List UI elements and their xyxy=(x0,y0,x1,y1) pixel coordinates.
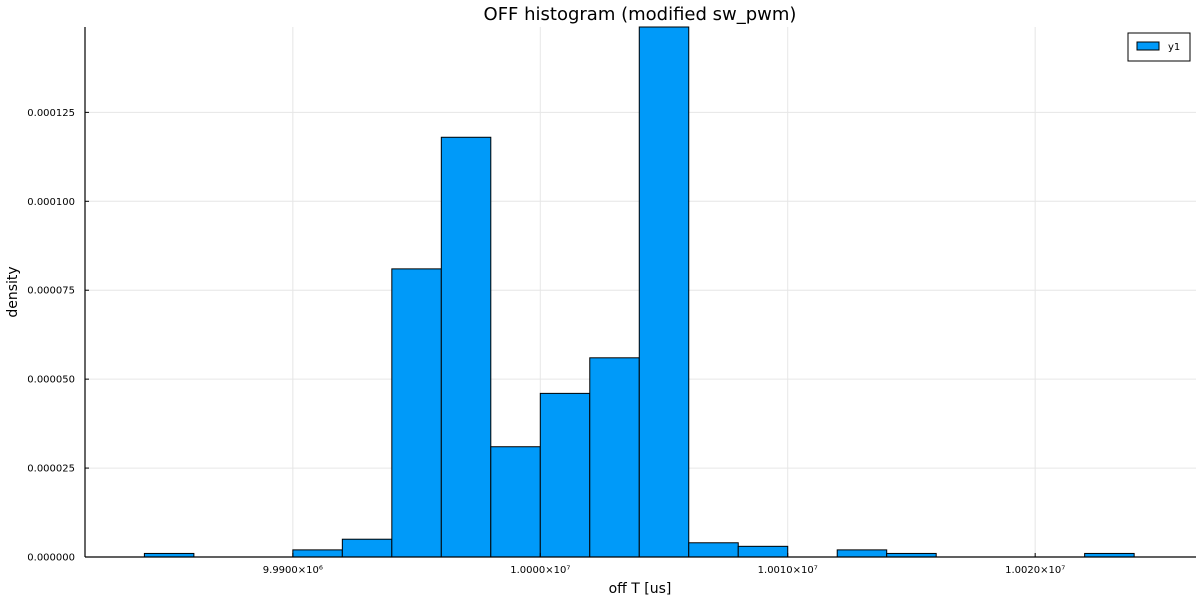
x-tick-label-3: 1.0020×10⁷ xyxy=(1005,565,1065,576)
y-tick-label-4: 0.000100 xyxy=(27,197,75,208)
y-tick-label-1: 0.000025 xyxy=(27,464,75,475)
y-tick-label-5: 0.000125 xyxy=(27,108,75,119)
histogram-bar-5 xyxy=(391,268,442,558)
histogram-bar-14 xyxy=(836,549,888,558)
x-tick-label-1: 1.0000×10⁷ xyxy=(510,565,570,576)
histogram-bar-8 xyxy=(539,392,591,558)
histogram-bar-10 xyxy=(638,26,690,558)
x-tick-label-0: 9.9900×10⁶ xyxy=(263,565,323,576)
histogram-bar-4 xyxy=(341,538,393,558)
legend-swatch xyxy=(1136,41,1160,51)
chart-title: OFF histogram (modified sw_pwm) xyxy=(484,4,797,25)
histogram-bar-3 xyxy=(292,549,343,558)
x-tick-labels: 9.9900×10⁶ 1.0000×10⁷ 1.0010×10⁷ 1.0020×10⁷ xyxy=(263,565,1065,576)
x-tick-label-2: 1.0010×10⁷ xyxy=(758,565,818,576)
y-axis-label: density xyxy=(5,266,21,317)
y-tick-label-3: 0.000075 xyxy=(27,286,75,297)
histogram-bars xyxy=(143,26,1135,558)
legend-label: y1 xyxy=(1168,42,1180,53)
x-axis-label: off T [us] xyxy=(609,581,672,597)
histogram-bar-12 xyxy=(737,545,789,558)
y-tick-labels: 0.000000 0.000025 0.000050 0.000075 0.000100… xyxy=(27,108,75,564)
y-tick-label-2: 0.000050 xyxy=(27,375,75,386)
histogram-bar-9 xyxy=(589,357,640,558)
axes xyxy=(84,27,1196,558)
histogram-bar-7 xyxy=(490,446,541,558)
y-tick-label-0: 0.000000 xyxy=(27,553,75,564)
histogram-bar-11 xyxy=(688,542,739,558)
histogram-bar-6 xyxy=(440,136,492,558)
legend: y1 xyxy=(1127,32,1191,62)
